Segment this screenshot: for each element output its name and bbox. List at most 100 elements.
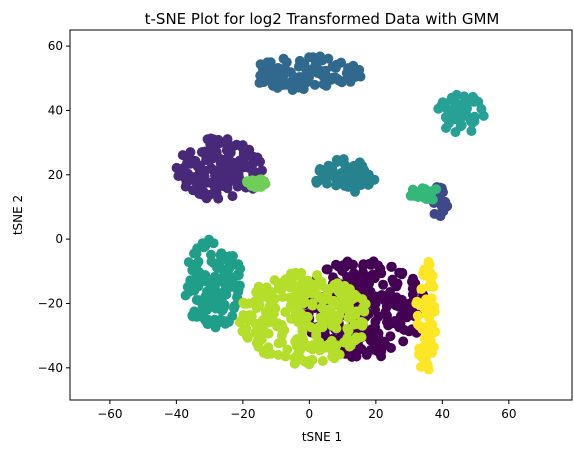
data-point — [280, 351, 291, 362]
data-point — [422, 327, 433, 338]
data-point — [395, 318, 406, 329]
data-point — [289, 358, 300, 369]
data-point — [343, 312, 354, 323]
data-point — [225, 147, 236, 158]
data-point — [183, 257, 194, 268]
x-tick-label: −20 — [230, 407, 255, 421]
data-point — [358, 259, 369, 270]
data-point — [407, 283, 418, 294]
data-point — [378, 279, 389, 290]
data-point — [237, 326, 248, 337]
data-point — [315, 174, 326, 185]
data-point — [382, 310, 392, 321]
data-point — [220, 161, 231, 172]
data-point — [191, 248, 202, 259]
cluster-5 — [180, 234, 246, 333]
data-point — [340, 160, 351, 170]
data-point — [200, 315, 211, 326]
data-point — [196, 147, 207, 158]
data-point — [252, 176, 263, 187]
data-point — [423, 281, 434, 292]
cluster-2 — [425, 182, 453, 222]
data-point — [251, 287, 262, 298]
x-tick-label: −40 — [164, 407, 189, 421]
data-point — [386, 261, 397, 272]
data-point — [331, 299, 342, 310]
data-point — [419, 184, 430, 195]
data-point — [258, 347, 269, 358]
data-point — [299, 297, 310, 308]
data-point — [326, 335, 337, 346]
data-point — [467, 117, 478, 128]
data-point — [291, 334, 302, 345]
data-point — [262, 57, 273, 68]
data-point — [181, 174, 192, 185]
data-point — [387, 274, 398, 285]
data-point — [317, 356, 328, 366]
data-point — [244, 144, 255, 155]
data-point — [213, 193, 224, 204]
data-point — [301, 67, 312, 78]
data-point — [379, 295, 390, 306]
data-point — [342, 323, 353, 334]
data-point — [193, 256, 204, 267]
data-point — [331, 180, 342, 191]
data-point — [216, 305, 227, 316]
x-tick-label: 60 — [501, 407, 516, 421]
data-point — [336, 168, 347, 178]
data-point — [189, 176, 200, 186]
data-point — [309, 79, 320, 90]
data-point — [285, 67, 296, 78]
data-point — [205, 147, 216, 158]
data-point — [272, 321, 282, 332]
data-point — [254, 77, 265, 88]
data-point — [401, 312, 412, 323]
data-point — [467, 91, 478, 102]
data-point — [322, 264, 333, 275]
data-point — [268, 64, 279, 75]
data-point — [419, 264, 430, 275]
data-point — [224, 258, 235, 269]
data-point — [476, 104, 487, 114]
data-point — [448, 96, 459, 107]
y-tick-label: −20 — [38, 296, 63, 310]
data-point — [270, 303, 281, 314]
data-point — [357, 161, 368, 171]
data-point — [231, 139, 242, 150]
data-point — [462, 103, 472, 114]
data-point — [438, 206, 449, 217]
data-point — [422, 303, 433, 314]
plot-frame — [69, 29, 573, 401]
data-point — [422, 360, 433, 371]
data-point — [311, 328, 322, 339]
data-point — [364, 176, 375, 187]
data-point — [354, 64, 365, 75]
data-point — [307, 279, 318, 290]
x-axis-label: tSNE 1 — [302, 430, 342, 444]
data-point — [278, 71, 289, 82]
y-tick-label: 0 — [55, 232, 63, 246]
x-tick-label: 0 — [306, 407, 314, 421]
data-point — [427, 270, 438, 281]
data-point — [260, 306, 271, 317]
data-point — [180, 290, 191, 301]
data-point — [347, 294, 358, 305]
data-point — [369, 273, 380, 284]
data-point — [361, 281, 372, 292]
data-point — [323, 53, 334, 64]
data-point — [348, 168, 359, 179]
data-point — [370, 298, 381, 309]
data-point — [206, 256, 217, 267]
data-point — [414, 299, 425, 310]
data-point — [388, 318, 399, 329]
x-tick-label: 20 — [368, 407, 383, 421]
data-point — [340, 261, 351, 272]
data-point — [286, 300, 297, 310]
data-point — [234, 280, 245, 291]
data-point — [334, 349, 345, 360]
data-point — [276, 337, 287, 348]
data-point — [307, 300, 318, 311]
data-point — [466, 126, 477, 136]
cluster-6 — [405, 183, 442, 205]
data-point — [394, 267, 405, 278]
